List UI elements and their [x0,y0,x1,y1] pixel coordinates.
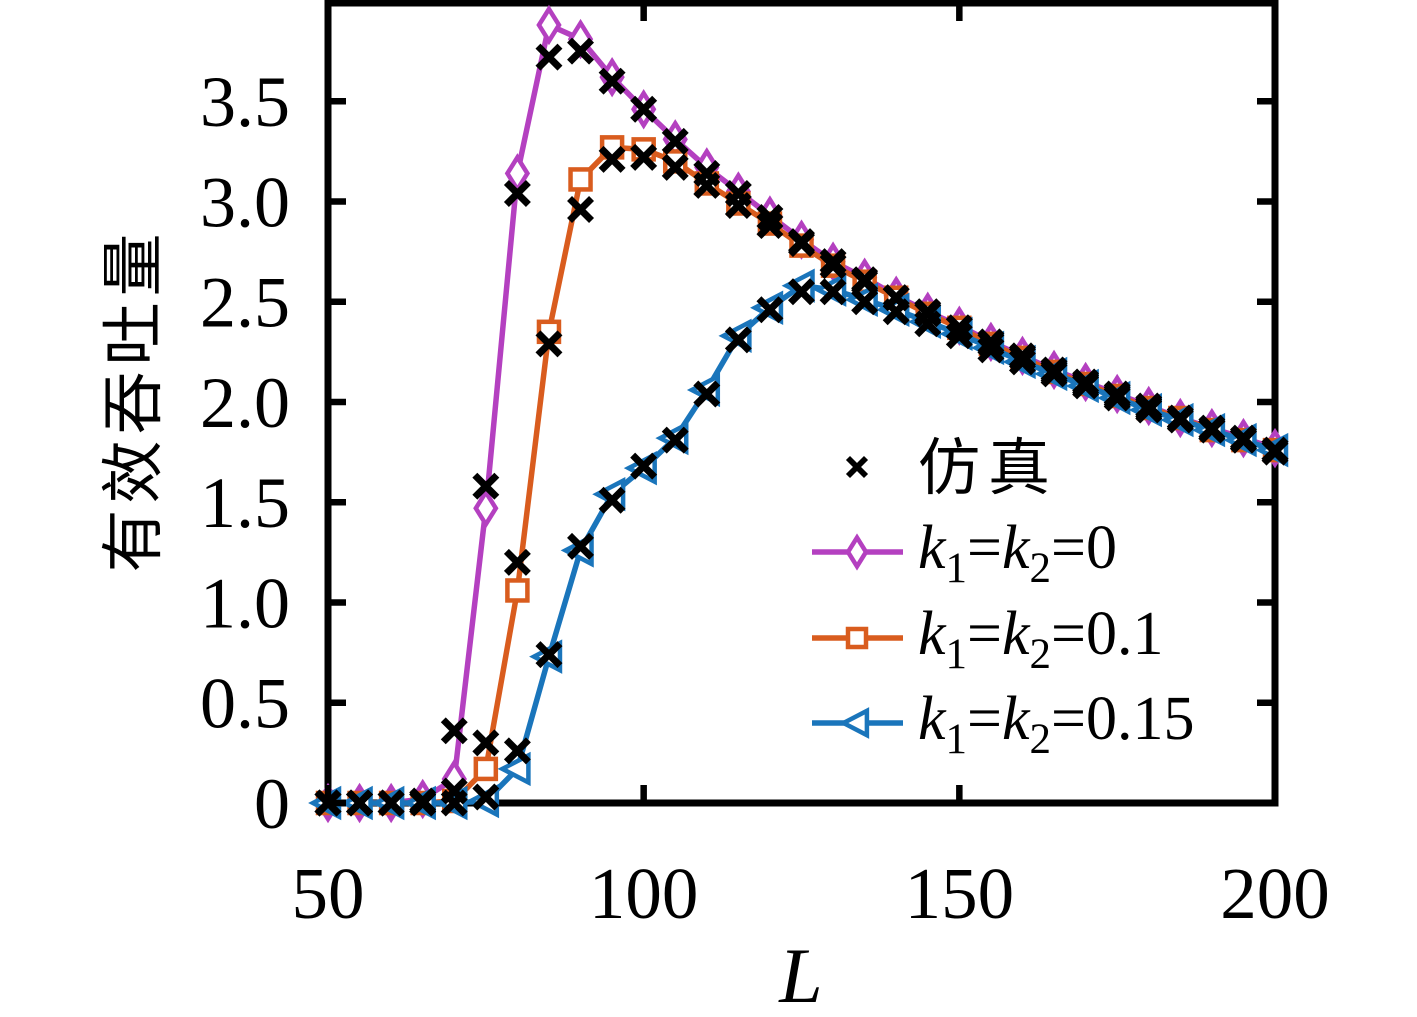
sim-marker [440,717,468,745]
y-tick-label: 3.5 [200,62,290,142]
data-marker-1 [568,167,593,192]
legend-marker-sim [845,455,869,479]
sim-marker [472,472,500,500]
sim-marker [788,278,815,306]
axis-ticks-group [324,3,1279,807]
sim-marker [756,296,784,324]
sim-marker [503,737,531,765]
sim-marker [598,145,626,173]
sim-marker [756,204,784,232]
sim-marker [535,641,563,669]
sim-marker [724,326,752,354]
sim-marker [788,230,815,258]
data-marker-1 [473,756,499,782]
sim-marker [1229,426,1257,454]
sim-marker [535,330,563,358]
sim-marker [567,532,595,560]
sim-marker [882,298,910,326]
legend-label-1: k1​=k2​=0.1 [918,600,1164,678]
legend-label-sim: 仿真 [918,435,1058,503]
sim-marker [851,268,879,296]
sim-marker [661,426,689,454]
sim-marker [756,212,784,240]
sim-marker [914,310,942,338]
sim-marker [819,278,847,306]
y-tick-label: 0.5 [200,664,290,744]
sim-marker [535,43,563,71]
sim-marker [472,729,500,757]
sim-marker [724,192,752,219]
tick-labels-group: 50 100 150 200 0 0.5 1.0 1.5 2.0 2.5 3.0 3.5 [200,62,1330,934]
y-tick-label: 2.5 [200,263,290,343]
simulation-markers-group [314,37,1289,817]
sim-marker [567,196,595,223]
sim-marker [945,322,973,350]
sim-marker [977,330,1005,358]
sim-marker [630,143,658,171]
y-tick-label: 1.0 [200,563,290,643]
data-marker-0 [536,4,562,46]
sim-marker [377,789,405,817]
sim-marker [693,380,721,408]
sim-marker [567,37,595,65]
sim-marker [1072,372,1100,400]
sim-marker [693,171,721,199]
sim-marker [1261,438,1289,466]
sim-marker [598,67,626,95]
legend-marker-2 [838,707,870,739]
x-tick-label: 200 [1220,853,1330,934]
sim-marker [1040,360,1068,388]
data-marker-2 [497,751,531,787]
sim-marker [630,452,658,480]
data-marker-0 [473,488,499,529]
sim-marker [1103,384,1131,412]
y-axis-title: 有效吞吐量 [99,228,169,573]
legend-marker-1 [845,626,869,650]
y-tick-label: 2.0 [200,363,290,443]
x-tick-label: 150 [905,853,1015,934]
sim-marker [945,314,973,342]
sim-marker [472,783,500,811]
legend: 仿真 k1​=k2​=0 k1​=k2​=0.1k1​=k2​=0.15 [812,435,1195,763]
sim-marker [346,789,374,817]
sim-marker [1008,348,1036,376]
sim-marker [1135,396,1163,424]
sim-marker [851,288,879,316]
sim-marker [409,789,437,817]
x-tick-label: 100 [589,853,699,934]
y-tick-label: 1.5 [200,463,290,543]
sim-marker [598,486,626,514]
sim-marker [661,127,689,155]
sim-marker [819,252,847,280]
sim-marker [661,153,689,181]
y-tick-label: 0 [254,764,290,844]
sim-marker [1166,406,1194,434]
legend-marker-0 [845,533,869,571]
x-axis-title: L [778,932,822,1017]
legend-label-2: k1​=k2​=0.15 [918,685,1195,763]
sim-marker [440,789,468,817]
sim-marker [1198,416,1226,444]
legend-label-0: k1​=k2​=0 [918,514,1117,592]
x-tick-label: 50 [292,853,365,934]
sim-marker [503,548,531,576]
sim-marker [630,95,658,123]
sim-marker [503,180,531,207]
data-marker-1 [505,578,530,603]
y-tick-label: 3.0 [200,162,290,242]
sim-marker [977,336,1005,364]
